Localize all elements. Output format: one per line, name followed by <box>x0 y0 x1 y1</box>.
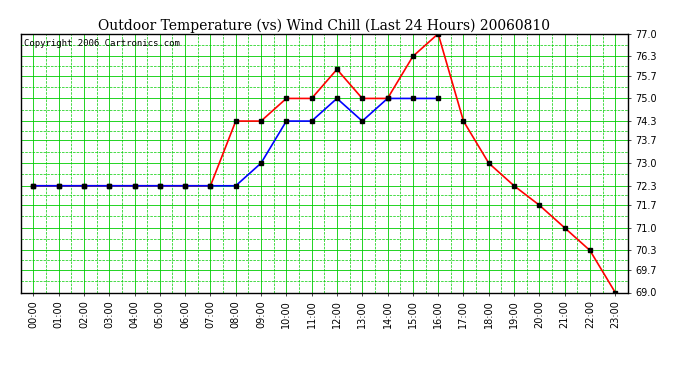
Title: Outdoor Temperature (vs) Wind Chill (Last 24 Hours) 20060810: Outdoor Temperature (vs) Wind Chill (Las… <box>98 18 551 33</box>
Text: Copyright 2006 Cartronics.com: Copyright 2006 Cartronics.com <box>23 39 179 48</box>
